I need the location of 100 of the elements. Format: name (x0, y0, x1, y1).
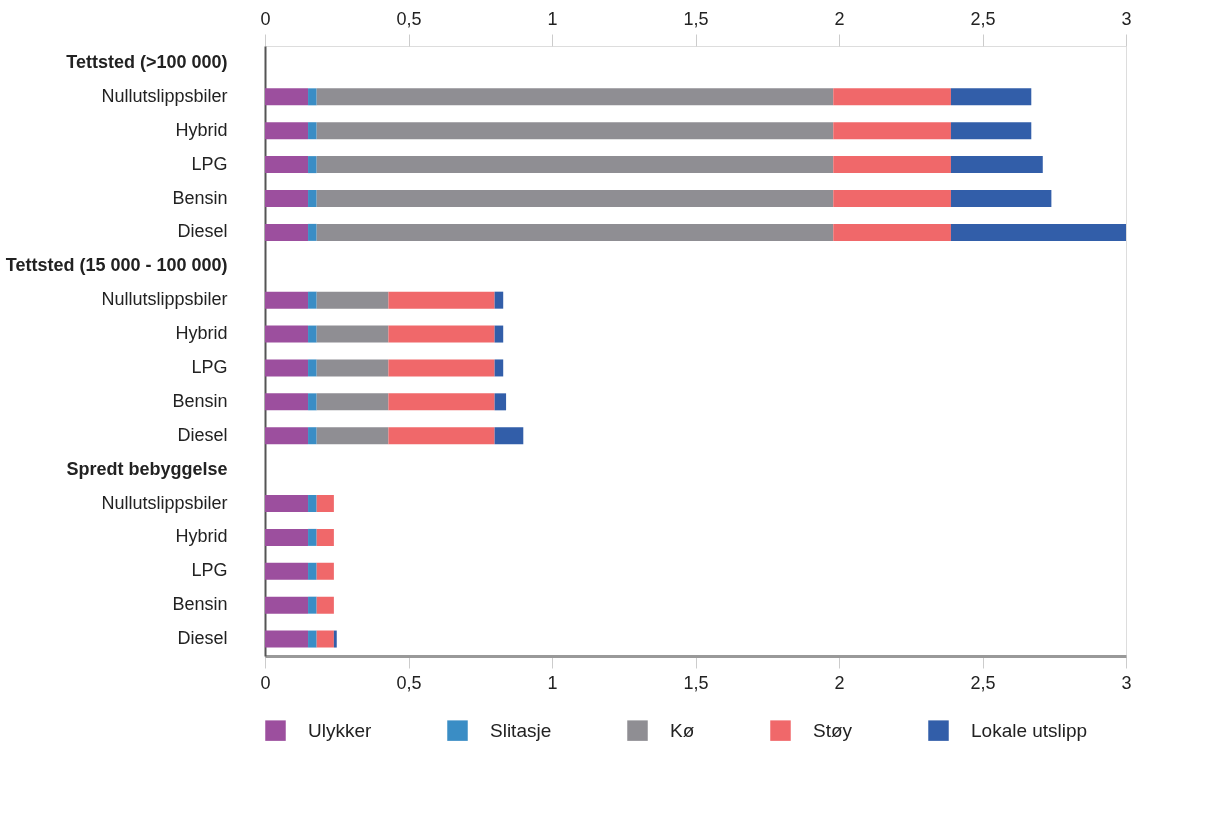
x2-tick-label: 3 (1121, 672, 1132, 693)
bar (308, 393, 317, 411)
bar (265, 122, 309, 140)
bar (265, 190, 309, 207)
bar (308, 596, 317, 614)
y-tick-label: Bensin (172, 594, 228, 615)
bar (265, 630, 309, 648)
bar (316, 495, 334, 512)
y-tick-label: Bensin (172, 390, 228, 411)
bar (308, 190, 317, 207)
bar (494, 325, 504, 343)
bar (265, 427, 309, 445)
bar (265, 223, 309, 241)
bar (950, 223, 1126, 241)
y-tick-label: LPG (191, 356, 228, 377)
x2-tick-label: 1 (547, 672, 558, 693)
bar (265, 596, 309, 614)
bar (388, 427, 495, 445)
y-tick-label: LPG (191, 560, 228, 581)
legend-label: Lokale utslipp (971, 719, 1088, 741)
bar (316, 427, 389, 445)
bar (494, 291, 504, 309)
x-tick-label: 1 (547, 8, 558, 29)
bar (265, 156, 309, 174)
bar (308, 495, 317, 512)
bar (308, 630, 317, 648)
x2-tick-label: 0,5 (396, 672, 422, 693)
bar (316, 223, 834, 241)
bar (316, 88, 834, 106)
y-tick-label: Tettsted (>100 000) (66, 51, 228, 72)
bar (333, 630, 337, 648)
bar (316, 630, 334, 648)
x-tick-label: 0 (260, 8, 271, 29)
bar (316, 156, 834, 174)
bar (308, 359, 317, 377)
y-tick-label: Nullutslippsbiler (101, 289, 228, 310)
bar (265, 528, 309, 546)
bar (316, 190, 834, 207)
y-tick-label: Nullutslippsbiler (101, 85, 228, 106)
bar (316, 528, 334, 546)
x2-tick-label: 2,5 (970, 672, 996, 693)
bar (388, 393, 495, 411)
bar (308, 88, 317, 106)
bar (833, 156, 951, 174)
bar (308, 223, 317, 241)
legend-label: Kø (670, 719, 695, 741)
bar (316, 393, 389, 411)
bar (265, 88, 309, 106)
bar (388, 325, 495, 343)
bar (833, 223, 951, 241)
bar (950, 88, 1032, 106)
y-tick-label: Hybrid (175, 526, 228, 547)
legend-label: Støy (813, 719, 853, 741)
bar (950, 122, 1032, 140)
bar (265, 291, 309, 309)
bar (265, 393, 309, 411)
bar (308, 291, 317, 309)
y-tick-label: Hybrid (175, 323, 228, 344)
bar (494, 359, 504, 377)
x2-tick-label: 0 (260, 672, 271, 693)
bar (308, 122, 317, 140)
x2-tick-label: 1,5 (683, 672, 709, 693)
y-tick-label: Spredt bebyggelse (66, 458, 228, 479)
x-tick-label: 2,5 (970, 8, 996, 29)
bar (308, 528, 317, 546)
bar (316, 325, 389, 343)
y-tick-label: Diesel (177, 221, 228, 242)
x-tick-label: 1,5 (683, 8, 709, 29)
y-tick-label: Bensin (172, 187, 228, 208)
bar (265, 359, 309, 377)
x-tick-label: 2 (834, 8, 845, 29)
legend-label: Slitasje (490, 719, 552, 741)
bar (265, 562, 309, 580)
y-tick-label: Nullutslippsbiler (101, 492, 228, 513)
bar (833, 122, 951, 140)
x2-tick-label: 2 (834, 672, 845, 693)
bar (316, 359, 389, 377)
y-tick-label: Tettsted (15 000 - 100 000) (5, 255, 228, 276)
bar (494, 427, 524, 445)
y-tick-label: Diesel (177, 628, 228, 649)
bar (388, 291, 495, 309)
bar (950, 190, 1052, 207)
bar (833, 190, 951, 207)
bar (316, 562, 334, 580)
bar (265, 495, 309, 512)
bar (316, 596, 334, 614)
legend-label: Ulykker (308, 719, 373, 741)
y-tick-label: Diesel (177, 424, 228, 445)
bar (265, 325, 309, 343)
x-tick-label: 3 (1121, 8, 1132, 29)
bar (308, 156, 317, 174)
bar (308, 427, 317, 445)
bar (308, 562, 317, 580)
bar (388, 359, 495, 377)
bar (950, 156, 1043, 174)
y-tick-label: LPG (191, 153, 228, 174)
bar (316, 291, 389, 309)
x-tick-label: 0,5 (396, 8, 422, 29)
bar (308, 325, 317, 343)
bar (316, 122, 834, 140)
